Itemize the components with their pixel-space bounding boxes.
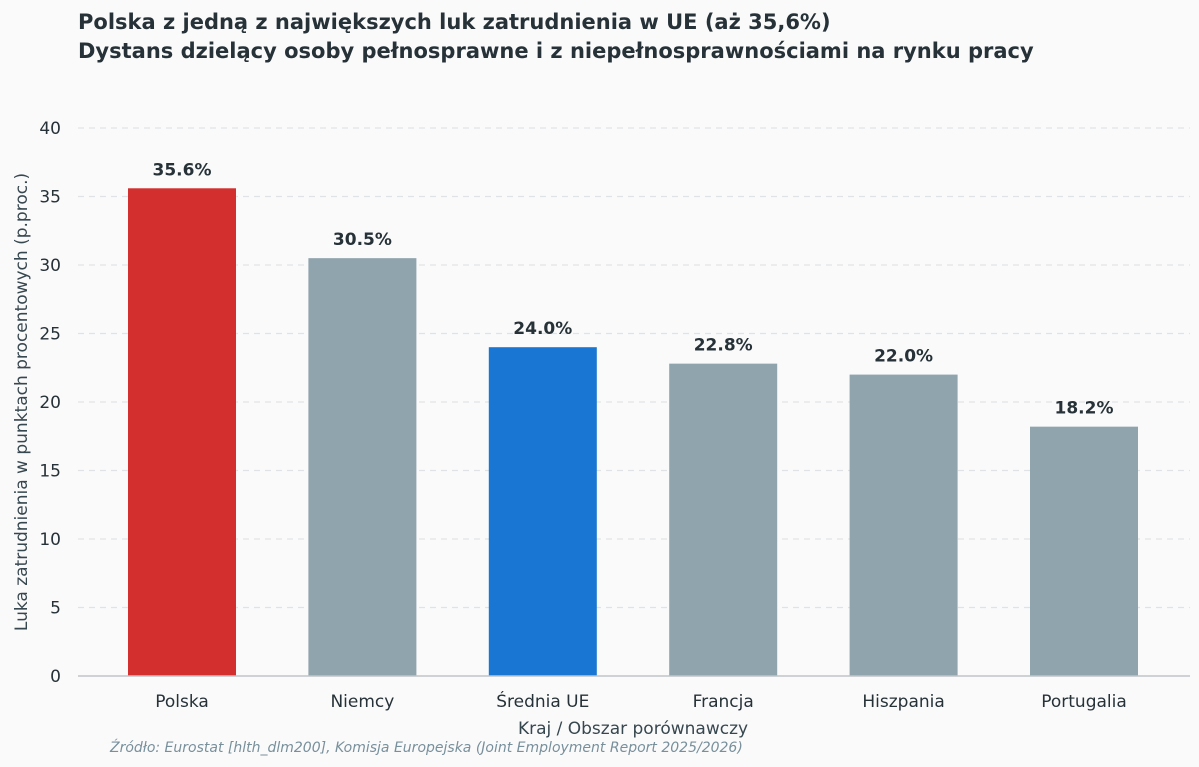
y-tick-label: 40 — [39, 119, 61, 139]
source-note: Źródło: Eurostat [hlth_dlm200], Komisja … — [109, 738, 743, 756]
y-axis-ticks: 0 5 10 15 20 25 30 35 40 — [39, 119, 61, 687]
bar-value-label: 18.2% — [1055, 399, 1114, 419]
bar — [669, 363, 778, 676]
y-tick-label: 5 — [50, 599, 61, 619]
bar-value-label: 22.8% — [694, 336, 753, 356]
bar-value-label: 30.5% — [333, 230, 392, 250]
x-tick-label: Średnia UE — [496, 690, 589, 712]
x-tick-label: Portugalia — [1041, 692, 1127, 712]
gridlines — [78, 127, 1190, 609]
y-tick-label: 15 — [39, 462, 61, 482]
bar-value-label: 22.0% — [874, 347, 933, 367]
y-tick-label: 0 — [50, 667, 61, 687]
chart-title: Polska z jedną z największych luk zatrud… — [78, 10, 831, 34]
x-axis-label: Kraj / Obszar porównawczy — [518, 719, 748, 739]
y-tick-label: 30 — [39, 256, 61, 276]
chart-subtitle: Dystans dzielący osoby pełnosprawne i z … — [78, 39, 1034, 63]
y-tick-label: 25 — [39, 325, 61, 345]
x-tick-label: Polska — [155, 692, 209, 712]
bar-value-label: 35.6% — [153, 160, 212, 180]
y-tick-label: 35 — [39, 188, 61, 208]
bar — [308, 258, 417, 676]
bar-value-label: 24.0% — [513, 319, 572, 339]
x-tick-label: Francja — [693, 692, 754, 712]
bar — [849, 374, 958, 676]
y-tick-label: 10 — [39, 530, 61, 550]
x-tick-label: Niemcy — [330, 692, 394, 712]
x-axis-ticks: Polska Niemcy Średnia UE Francja Hiszpania Po… — [155, 690, 1127, 712]
value-labels: 35.6% 30.5% 24.0% 22.8% 22.0% 18.2% — [153, 160, 1114, 418]
bar — [488, 347, 597, 676]
y-tick-label: 20 — [39, 393, 61, 413]
bar — [1030, 426, 1138, 676]
bar — [128, 188, 236, 676]
x-tick-label: Hiszpania — [862, 692, 944, 712]
y-axis-label: Luka zatrudnienia w punktach procentowyc… — [12, 173, 32, 631]
bars — [128, 188, 1138, 676]
